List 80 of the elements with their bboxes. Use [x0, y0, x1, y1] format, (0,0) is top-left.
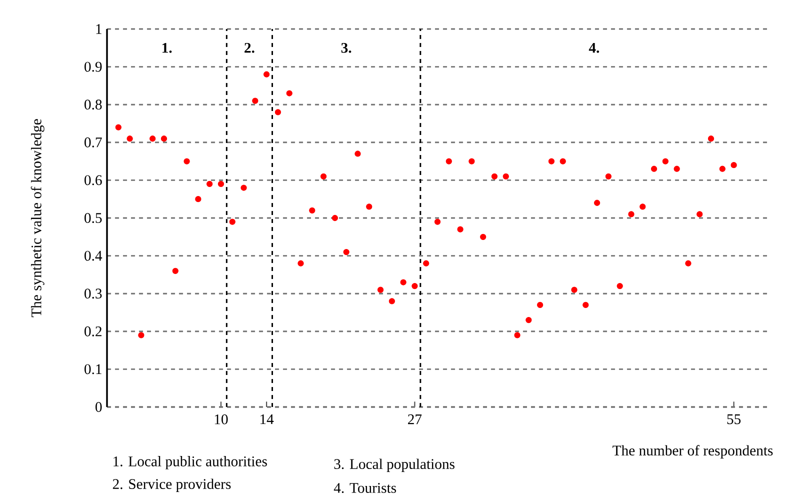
point: [434, 218, 441, 225]
point: [526, 316, 532, 324]
point: [195, 196, 202, 202]
point: [640, 204, 646, 210]
text: 4. Tourists: [334, 483, 396, 493]
point: [184, 158, 190, 164]
point: [400, 279, 406, 286]
point: [286, 90, 292, 96]
point: [446, 158, 452, 164]
point: [502, 173, 509, 180]
text: 1. Local public authorities: [114, 456, 267, 470]
point: [388, 298, 395, 304]
point: [685, 260, 692, 266]
point: [320, 173, 327, 180]
point: [730, 162, 737, 168]
point: [628, 211, 634, 218]
point: [650, 166, 658, 172]
y-tick-label: 0.8: [84, 100, 102, 110]
point: [160, 136, 168, 142]
x-tick-label: 27: [408, 414, 422, 424]
x-tick-label: 14: [260, 414, 274, 424]
point: [150, 136, 156, 142]
point: [662, 158, 669, 164]
point: [468, 158, 475, 164]
point: [377, 286, 384, 293]
annotation: 2.: [244, 42, 254, 53]
point: [571, 286, 578, 293]
point: [115, 124, 122, 130]
point: [412, 282, 418, 290]
annotation: 4.: [588, 42, 600, 53]
point: [605, 173, 612, 180]
annotation: 3.: [341, 42, 352, 53]
point: [514, 332, 520, 338]
y-tick-label: 0.2: [84, 326, 102, 336]
point: [582, 302, 589, 308]
x-tick-label: 55: [727, 414, 741, 424]
point: [138, 332, 144, 338]
y-tick-label: 0.9: [84, 62, 102, 72]
point: [172, 268, 178, 274]
point: [457, 226, 464, 232]
point: [594, 200, 600, 206]
point: [354, 150, 361, 157]
point: [423, 260, 430, 266]
text: 2. Service providers: [112, 478, 231, 492]
y-tick-label: 0.3: [84, 288, 102, 299]
x-axis-title: The number of respondents: [612, 445, 773, 458]
point: [491, 173, 498, 180]
point: [708, 136, 714, 142]
point: [229, 218, 236, 225]
point: [263, 71, 270, 78]
y-tick-label: 0.7: [84, 137, 102, 148]
y-tick-label: 0.5: [84, 213, 102, 223]
point: [332, 214, 338, 222]
text: 3. Local populations: [334, 458, 454, 472]
point: [240, 184, 247, 191]
y-tick-label: 1: [96, 24, 102, 34]
y-tick-label: 0: [96, 402, 102, 412]
point: [206, 180, 213, 188]
y-tick-label: 0.4: [84, 250, 102, 261]
point: [298, 260, 304, 266]
annotation: 1.: [162, 42, 172, 53]
point: [616, 282, 623, 290]
point: [343, 248, 350, 256]
point: [309, 207, 316, 214]
point: [696, 211, 703, 218]
y-axis-title: The synthetic value of knowledge: [30, 119, 44, 318]
point: [218, 180, 224, 188]
point: [537, 302, 544, 308]
point: [719, 166, 726, 172]
point: [252, 98, 258, 104]
point: [480, 234, 486, 240]
point: [548, 158, 555, 164]
y-tick-label: 0.1: [84, 364, 102, 374]
x-tick-label: 10: [214, 414, 228, 424]
y-tick-label: 0.6: [84, 175, 102, 186]
point: [366, 204, 372, 210]
point: [674, 166, 680, 172]
point: [274, 109, 282, 116]
point: [560, 158, 566, 164]
point: [126, 136, 133, 142]
